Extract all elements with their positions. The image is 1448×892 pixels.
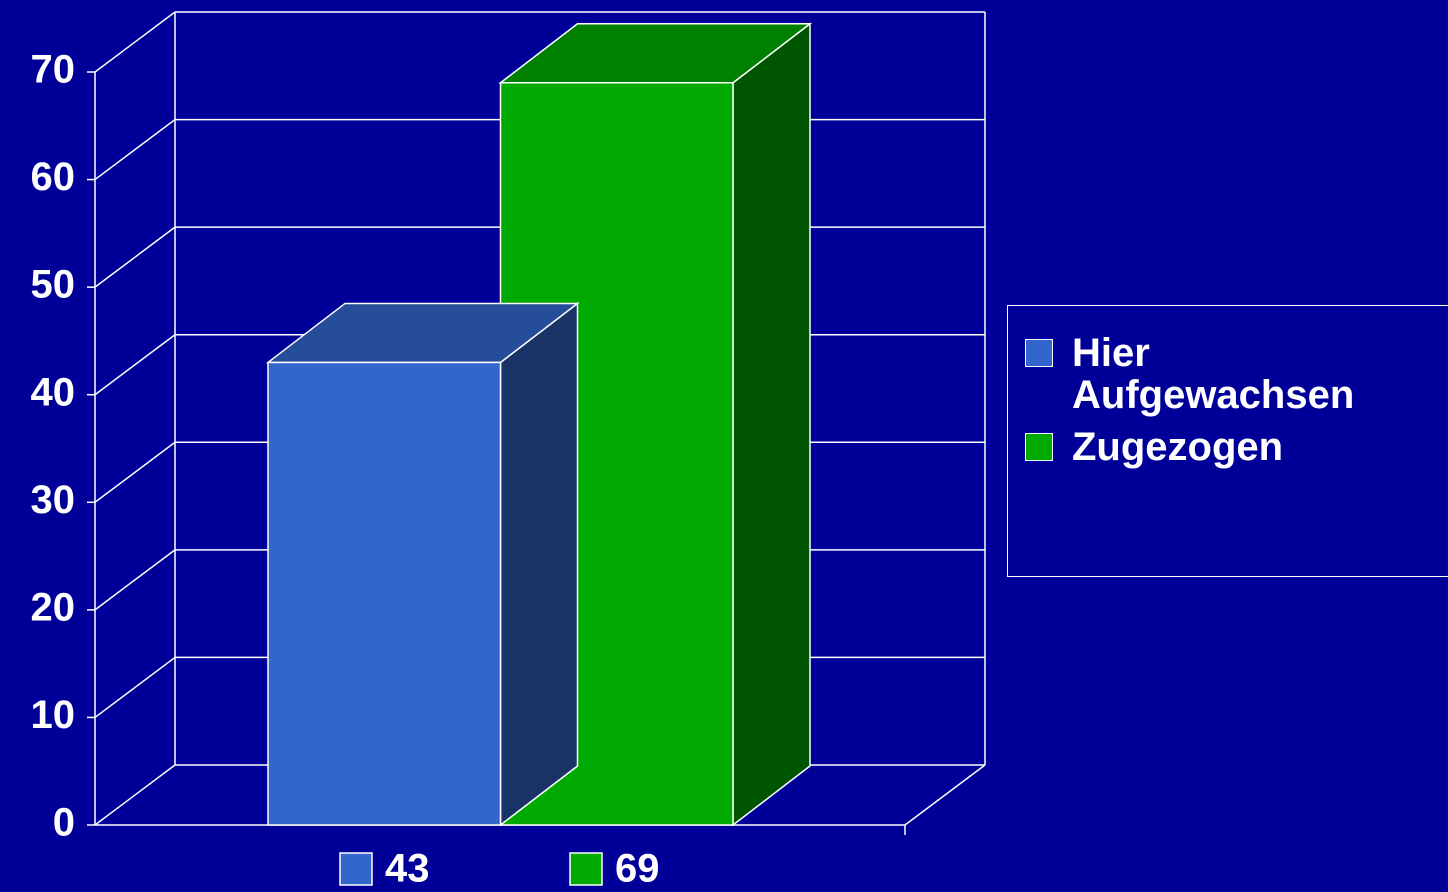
y-tick-label: 50 [31,263,76,307]
bar-side [732,22,811,827]
y-tick-label: 0 [53,801,75,845]
grid-line [94,441,176,503]
legend-key [1025,339,1053,367]
legend: Hier Aufgewachsen Zugezogen [1007,305,1448,577]
grid-line [94,549,176,611]
y-tick-label: 10 [31,693,76,737]
y-tick-label: 60 [31,155,76,199]
y-tick-label: 40 [31,370,76,414]
bar-side [499,301,579,827]
data-table-key [339,852,373,886]
legend-key [1025,433,1053,461]
legend-item: Hier Aufgewachsen [1008,332,1412,416]
floor-edge [904,764,986,826]
grid-line [94,118,176,181]
legend-label: Hier Aufgewachsen [1072,331,1355,417]
legend-item: Zugezogen [1008,426,1412,468]
grid-line [94,656,176,719]
y-tick-label: 70 [31,48,76,92]
grid-line [94,226,176,288]
grid-line [94,764,176,826]
data-label: 43 [385,847,430,891]
legend-label: Zugezogen [1072,425,1284,469]
bar [267,361,502,826]
grid-line [94,334,176,396]
y-tick-label: 20 [31,585,76,629]
y-tick-label: 30 [31,478,76,522]
data-table-key [569,852,603,886]
grid-line [94,11,176,73]
data-label: 69 [615,847,660,891]
